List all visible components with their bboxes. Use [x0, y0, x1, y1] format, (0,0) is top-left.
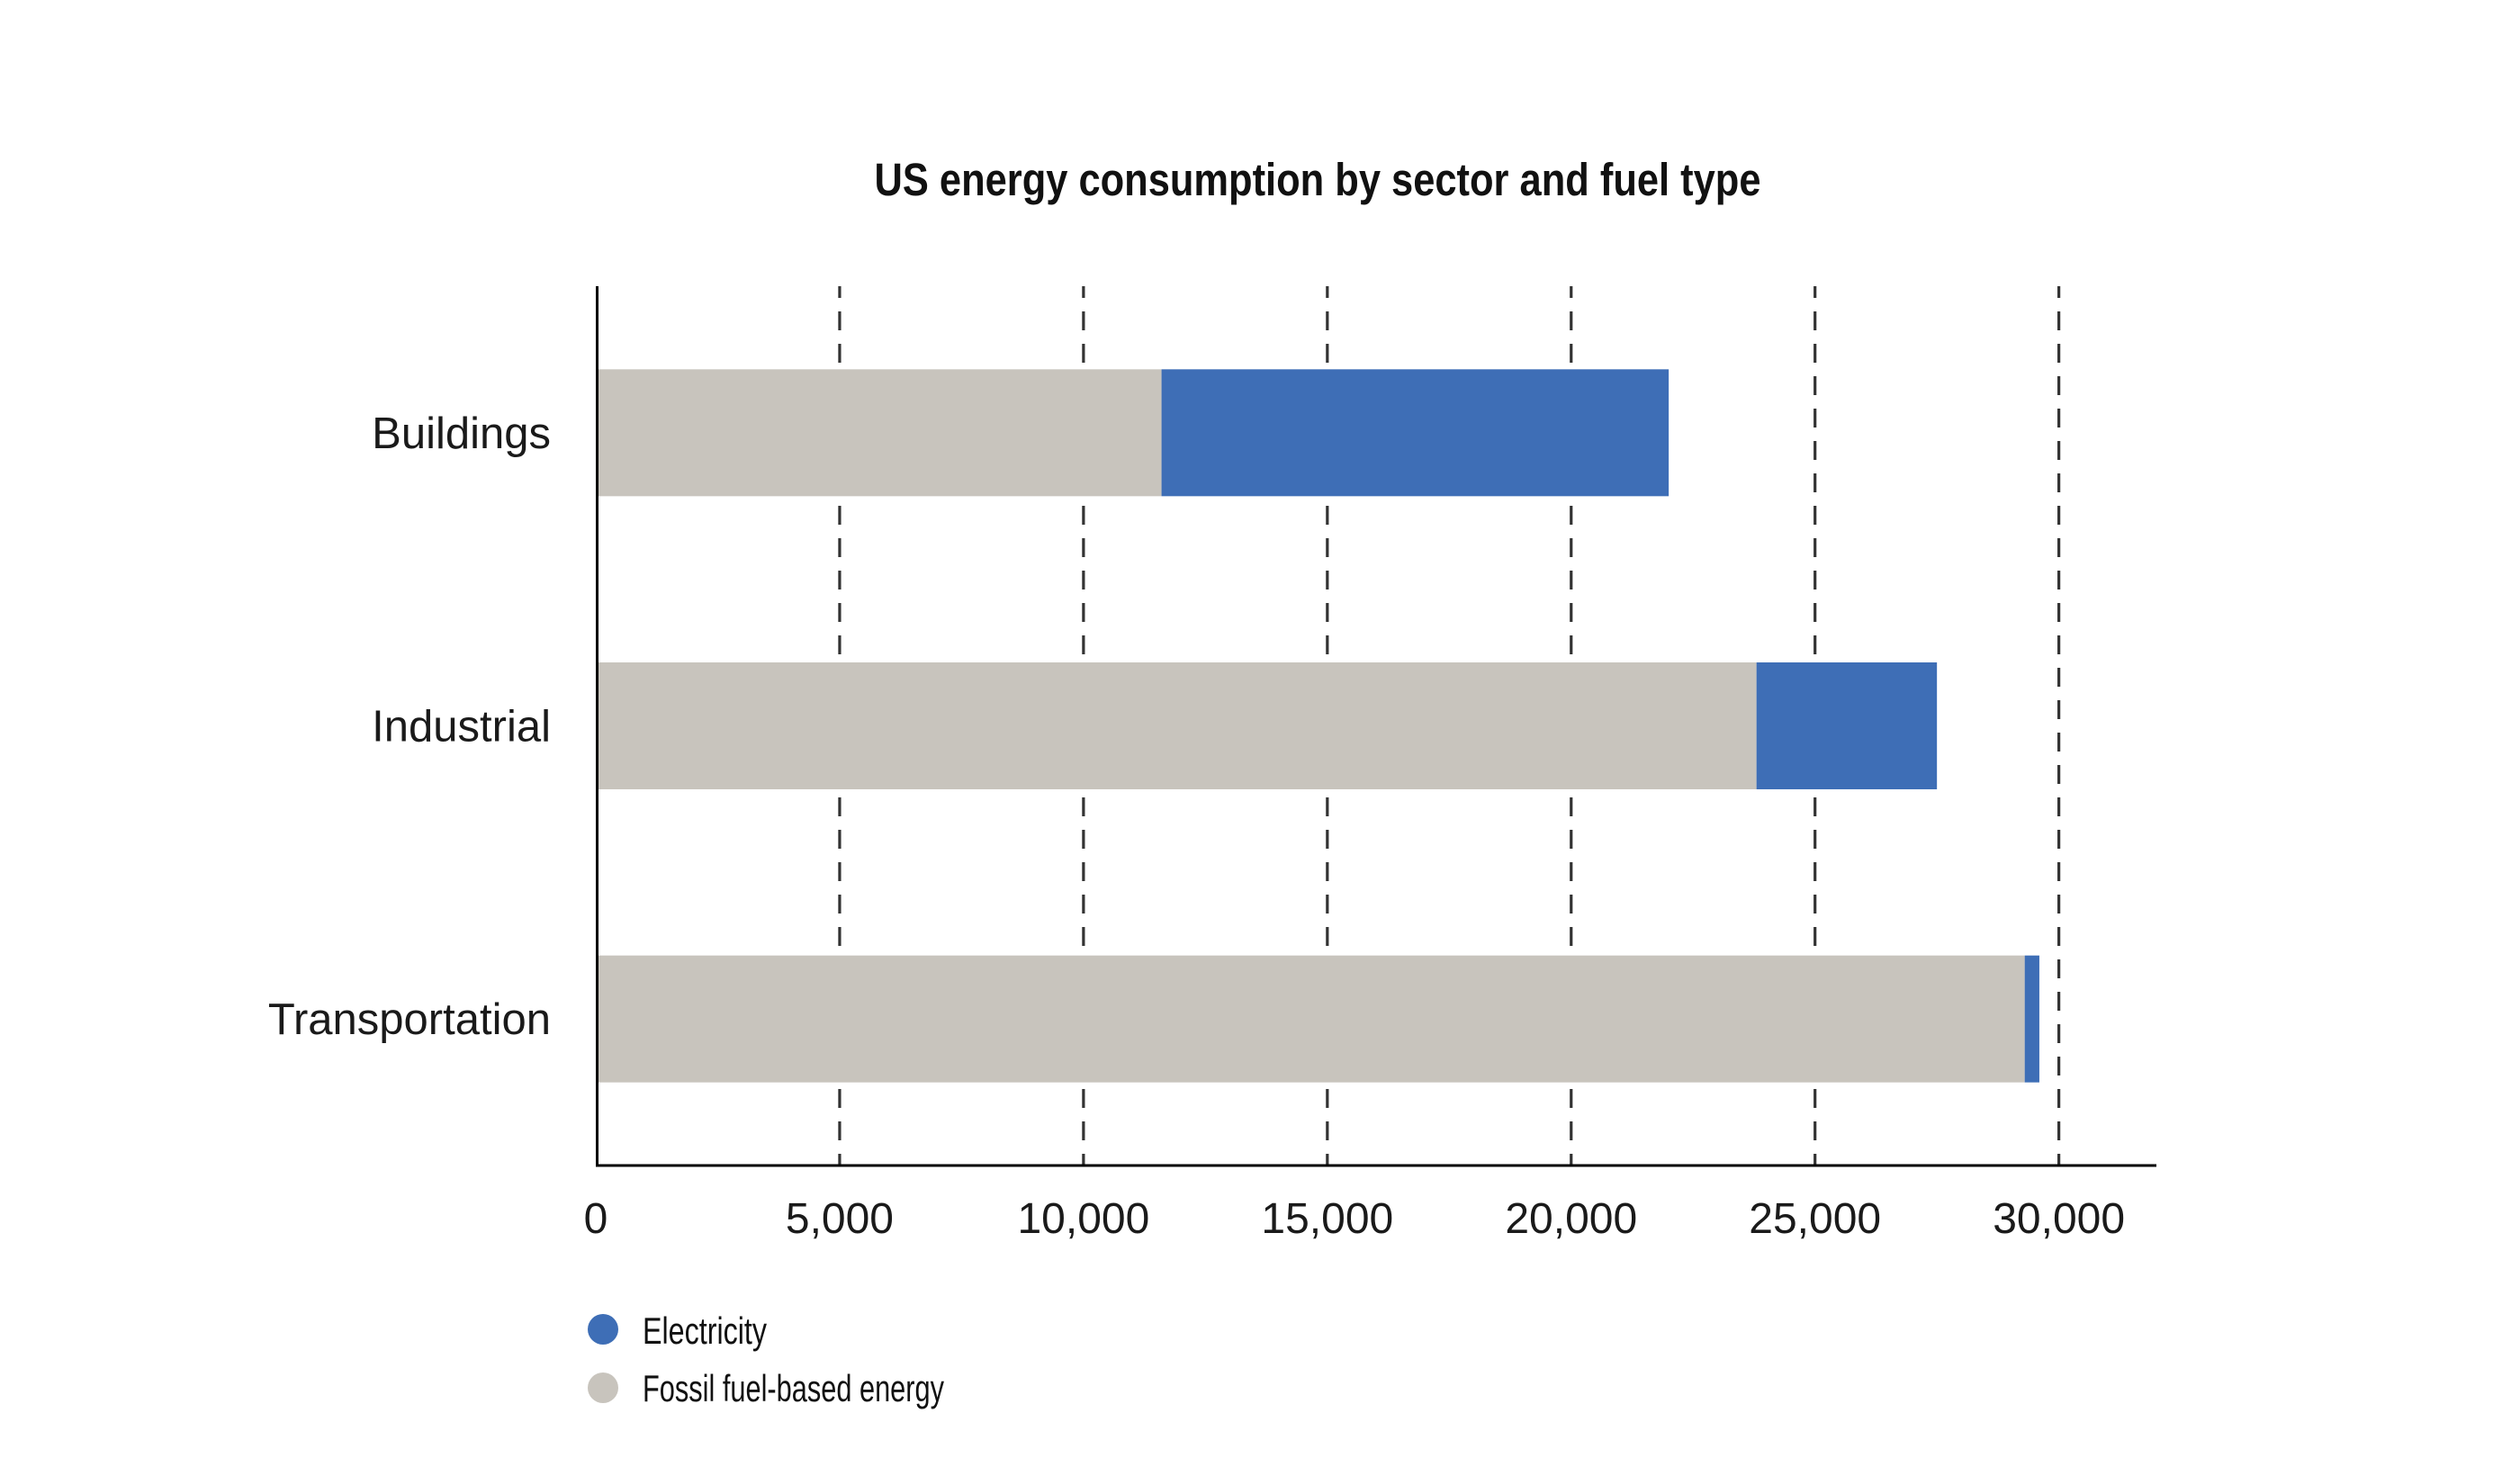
- x-tick-label-20,000: 20,000: [1505, 1195, 1637, 1243]
- category-label-buildings: Buildings: [372, 410, 551, 458]
- legend-label-electricity: Electricity: [643, 1310, 767, 1352]
- category-label-transportation: Transportation: [268, 995, 551, 1044]
- bar-segment-transportation-fossil: [596, 955, 2025, 1083]
- legend-item-fossil-fuel: Fossil fuel-based energy: [588, 1367, 944, 1409]
- x-tick-label-5,000: 5,000: [786, 1195, 894, 1243]
- x-tick-label-25,000: 25,000: [1749, 1195, 1881, 1243]
- bars: [596, 369, 2039, 1083]
- bar-segment-buildings-electricity: [1161, 369, 1670, 497]
- category-labels: Buildings Industrial Transportation: [268, 410, 551, 1044]
- bar-segment-transportation-electricity: [2024, 955, 2039, 1083]
- legend-swatch-electricity-icon: [588, 1314, 618, 1345]
- x-tick-label-0: 0: [584, 1195, 608, 1243]
- category-label-industrial: Industrial: [372, 703, 551, 752]
- bar-segment-buildings-fossil: [596, 369, 1162, 497]
- chart-title: US energy consumption by sector and fuel…: [875, 154, 1761, 205]
- legend-item-electricity: Electricity: [588, 1310, 767, 1352]
- x-tick-label-15,000: 15,000: [1261, 1195, 1393, 1243]
- x-tick-labels: 0 5,000 10,000 15,000 20,000 25,000 30,000: [584, 1195, 2125, 1243]
- x-tick-label-10,000: 10,000: [1017, 1195, 1149, 1243]
- bar-segment-industrial-electricity: [1756, 662, 1938, 789]
- legend-label-fossil-fuel: Fossil fuel-based energy: [643, 1367, 944, 1409]
- legend-swatch-fossil-fuel-icon: [588, 1372, 618, 1403]
- legend: Electricity Fossil fuel-based energy: [588, 1310, 944, 1409]
- bar-segment-industrial-fossil: [596, 662, 1757, 789]
- x-tick-label-30,000: 30,000: [1993, 1195, 2125, 1243]
